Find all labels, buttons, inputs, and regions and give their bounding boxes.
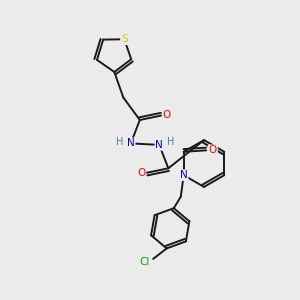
Text: H: H [167,137,174,148]
Text: Cl: Cl [140,257,150,267]
Text: O: O [209,145,217,155]
Text: N: N [180,170,188,180]
Text: H: H [116,137,123,147]
Text: O: O [137,168,146,178]
Text: S: S [121,34,128,44]
Text: O: O [163,110,171,121]
Text: N: N [127,138,135,148]
Text: N: N [155,140,163,150]
